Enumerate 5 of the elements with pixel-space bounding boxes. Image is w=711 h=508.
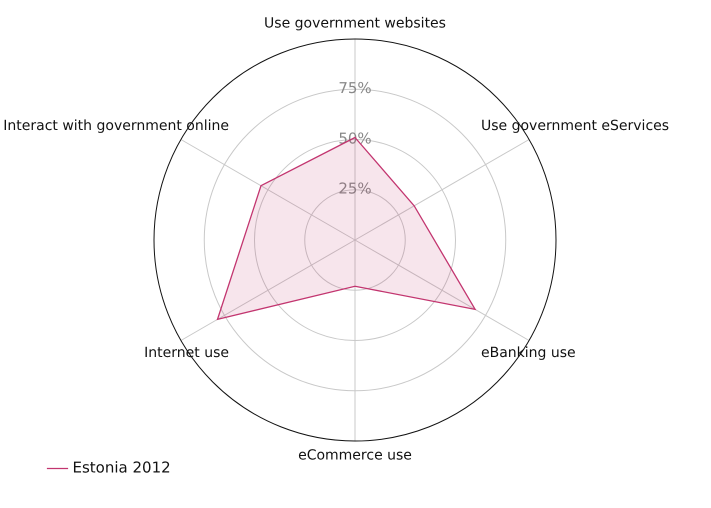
y-tick-label: 25%: [338, 180, 372, 198]
y-tick-label: 75%: [338, 79, 372, 98]
spoke-label: eCommerce use: [298, 448, 412, 464]
spoke-label: Use government websites: [264, 16, 446, 32]
legend-label: Estonia 2012: [72, 458, 171, 476]
